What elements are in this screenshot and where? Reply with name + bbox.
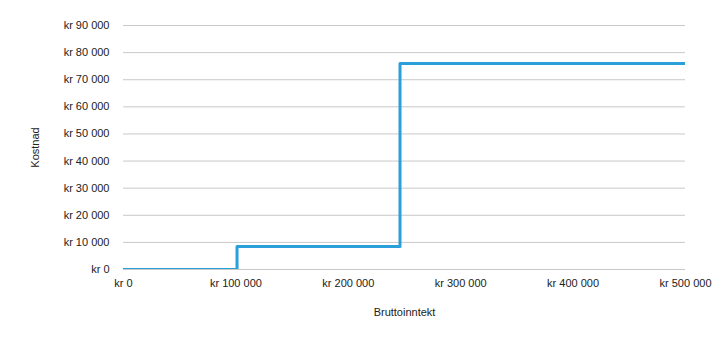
svg-text:kr 70 000: kr 70 000 — [64, 73, 110, 85]
svg-text:kr 90 000: kr 90 000 — [64, 19, 110, 31]
svg-text:Bruttoinntekt: Bruttoinntekt — [374, 306, 436, 318]
svg-text:kr 20 000: kr 20 000 — [64, 209, 110, 221]
svg-text:Kostnad: Kostnad — [29, 127, 41, 167]
svg-text:kr 60 000: kr 60 000 — [64, 100, 110, 112]
svg-text:kr 80 000: kr 80 000 — [64, 46, 110, 58]
svg-text:kr 300 000: kr 300 000 — [435, 277, 487, 289]
svg-text:kr 100 000: kr 100 000 — [210, 277, 262, 289]
svg-text:kr 500 000: kr 500 000 — [660, 277, 712, 289]
svg-text:kr 10 000: kr 10 000 — [64, 236, 110, 248]
svg-text:kr 30 000: kr 30 000 — [64, 182, 110, 194]
svg-text:kr 0: kr 0 — [91, 263, 109, 275]
svg-text:kr 40 000: kr 40 000 — [64, 155, 110, 167]
svg-text:kr 50 000: kr 50 000 — [64, 127, 110, 139]
svg-text:kr 400 000: kr 400 000 — [547, 277, 599, 289]
svg-text:kr 200 000: kr 200 000 — [322, 277, 374, 289]
svg-text:kr 0: kr 0 — [114, 277, 132, 289]
